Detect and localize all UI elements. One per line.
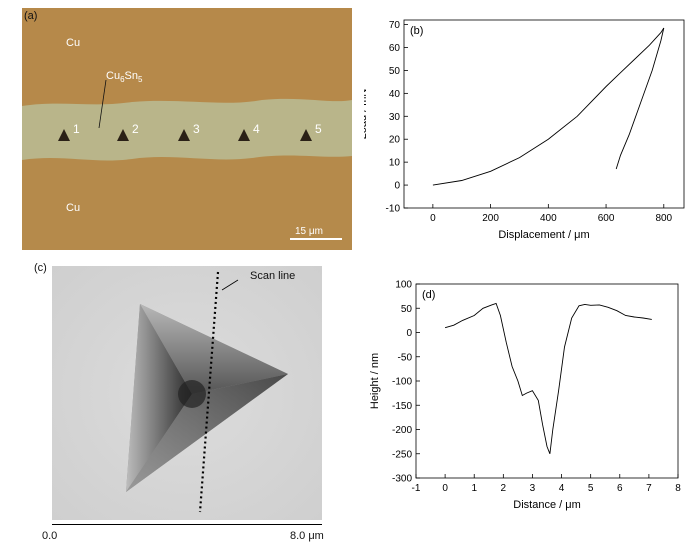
chart-d-height-profile: (d) -1 0 1 2 3 4 5 6 7 8 -300 -250 -200 -150 -100 -50 0 50…: [369, 280, 681, 512]
imc-label-cu: Cu: [106, 70, 121, 82]
plot-frame: [415, 283, 679, 479]
series-line-1: [615, 27, 665, 170]
y-tick-label: -150: [392, 401, 412, 412]
panel-a-micrograph: [22, 8, 352, 250]
label-cu6sn5: Cu6Sn5: [106, 70, 142, 84]
y-tick-label: 50: [401, 304, 413, 315]
x-tick-label: 7: [646, 483, 652, 494]
afm-axis-end: 8.0 μm: [290, 530, 324, 542]
y-tick-label: 50: [389, 66, 401, 77]
x-tick-label: 200: [482, 213, 499, 224]
indent-mark: [58, 129, 70, 141]
imc-layer: [22, 98, 352, 161]
afm-axis-line: [52, 524, 322, 525]
y-tick-label: -10: [386, 204, 401, 215]
indent-mark: [117, 129, 129, 141]
plot-frame: [403, 19, 685, 209]
y-tick-label: 10: [389, 158, 401, 169]
y-tick-label: -250: [392, 449, 412, 460]
scale-bar: [290, 238, 342, 240]
y-tick-label: 20: [389, 135, 401, 146]
series-line-0: [432, 27, 665, 186]
y-tick-label: -50: [398, 352, 413, 363]
imc-pointer-line: [98, 79, 107, 129]
x-tick-label: 800: [655, 213, 672, 224]
scan-line: [198, 271, 220, 513]
panel-a-tag: (a): [24, 10, 38, 22]
x-tick-label: -1: [412, 483, 421, 494]
y-tick-label: 40: [389, 89, 401, 100]
imc-label-sub6: 6: [120, 75, 125, 85]
scan-label-pointer: [221, 279, 239, 291]
imc-label-sn: Sn: [124, 70, 138, 82]
chart-tag: (b): [410, 25, 423, 37]
series-line-0: [444, 302, 652, 454]
x-axis-label: Distance / μm: [513, 499, 580, 511]
indent-label-1: 1: [73, 122, 80, 136]
x-tick-label: 4: [559, 483, 565, 494]
label-cu-top: Cu: [66, 37, 81, 49]
y-axis-label: Load / mN: [364, 89, 369, 140]
x-tick-label: 3: [530, 483, 536, 494]
y-tick-label: -100: [392, 377, 412, 388]
afm-axis-start: 0.0: [42, 530, 58, 542]
x-tick-label: 2: [501, 483, 507, 494]
indent-label-3: 3: [193, 122, 200, 136]
scale-bar-label: 15 μm: [295, 226, 323, 237]
indent-label-5: 5: [315, 122, 322, 136]
y-tick-label: 60: [389, 43, 401, 54]
chart-tag: (d): [422, 289, 435, 301]
x-axis-label: Displacement / μm: [498, 229, 589, 241]
x-tick-label: 5: [588, 483, 594, 494]
panel-c-afm-image: [52, 266, 322, 520]
x-tick-label: 8: [675, 483, 681, 494]
chart-b-load-displacement: (b) 0 200 400 600 800 -10 0 10 20 30 40 50 60 70 Displa…: [364, 19, 685, 241]
x-tick-label: 0: [442, 483, 448, 494]
indent-mark: [238, 129, 250, 141]
indent-marks: [58, 129, 312, 141]
y-tick-label: -200: [392, 425, 412, 436]
y-tick-label: -300: [392, 474, 412, 485]
y-tick-label: 100: [395, 280, 412, 291]
y-tick-label: 30: [389, 112, 401, 123]
y-axis-label: Height / nm: [369, 353, 381, 409]
scan-line-label: Scan line: [250, 270, 296, 282]
indent-mark: [300, 129, 312, 141]
indent-label-2: 2: [132, 122, 139, 136]
imc-label-sub5: 5: [137, 75, 143, 85]
x-tick-label: 1: [471, 483, 477, 494]
y-tick-label: 0: [406, 328, 412, 339]
x-tick-label: 6: [617, 483, 623, 494]
x-tick-label: 400: [540, 213, 557, 224]
y-tick-label: 70: [389, 20, 401, 31]
indent-label-4: 4: [253, 122, 260, 136]
x-tick-label: 600: [598, 213, 615, 224]
y-tick-label: 0: [394, 181, 400, 192]
panel-c-tag: (c): [34, 262, 47, 274]
x-tick-label: 0: [430, 213, 436, 224]
indent-mark: [178, 129, 190, 141]
label-cu-bottom: Cu: [66, 202, 81, 214]
